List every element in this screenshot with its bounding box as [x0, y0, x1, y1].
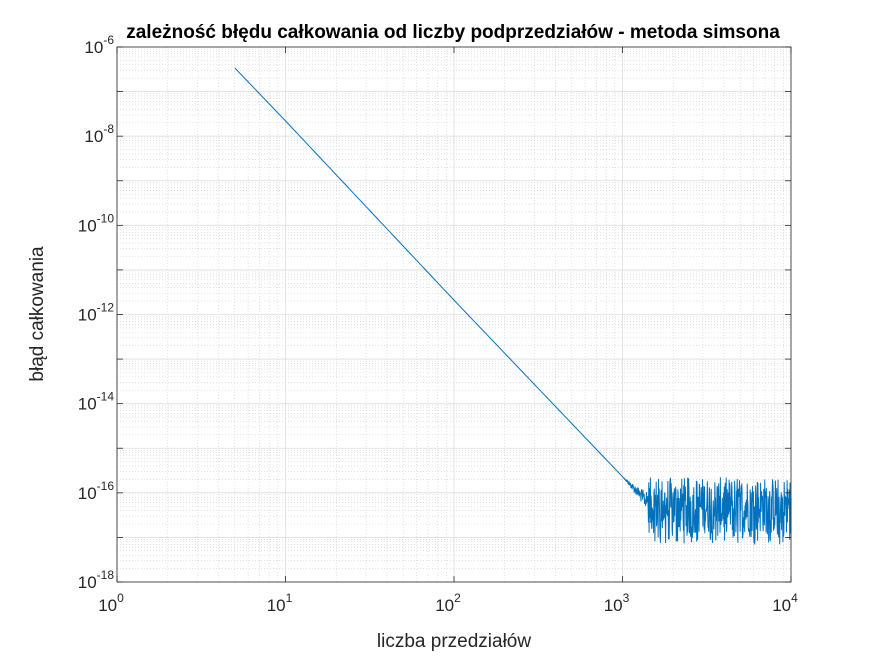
- y-tick-label: 10-10: [78, 211, 115, 235]
- y-tick-label: 10-18: [78, 568, 115, 592]
- x-tick-label: 100: [98, 591, 124, 615]
- x-tick-labels: 100 101 102 103 104: [98, 591, 798, 615]
- x-axis-label: liczba przedziałów: [377, 631, 531, 652]
- series-layer: [234, 67, 792, 545]
- chart-title: zależność błędu całkowania od liczby pod…: [126, 22, 780, 43]
- x-tick-label: 101: [267, 591, 293, 615]
- x-tick-label: 104: [772, 591, 798, 615]
- y-tick-label: 10-6: [84, 33, 114, 57]
- series-line: [234, 67, 792, 545]
- y-axis-label: błąd całkowania: [27, 246, 48, 382]
- y-tick-label: 10-14: [78, 390, 115, 414]
- ticks-layer: [116, 46, 792, 583]
- y-tick-label: 10-16: [78, 479, 115, 503]
- y-tick-label: 10-8: [84, 122, 114, 146]
- y-tick-labels: 10-18 10-16 10-14 10-12 10-10 10-8 10-6: [78, 33, 115, 592]
- x-tick-label: 103: [604, 591, 630, 615]
- y-tick-label: 10-12: [78, 301, 115, 325]
- x-tick-label: 102: [435, 591, 461, 615]
